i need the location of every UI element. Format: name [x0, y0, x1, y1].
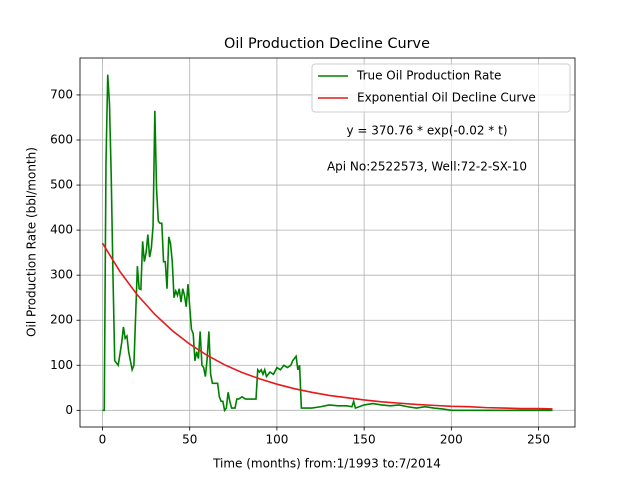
plot-lines: [101, 74, 553, 413]
y-tick-label: 400: [50, 223, 73, 237]
data-line: [101, 242, 553, 410]
plot-frame: [79, 57, 576, 428]
legend-label: True Oil Production Rate: [356, 69, 501, 83]
y-tick-label: 0: [65, 403, 73, 417]
y-tick-label: 600: [50, 133, 73, 147]
y-axis-label: Oil Production Rate (bbl/month): [25, 147, 39, 337]
data-line: [102, 74, 553, 413]
legend-label: Exponential Oil Decline Curve: [357, 91, 536, 105]
x-tick-label: 50: [182, 433, 197, 447]
x-tick-label: 250: [527, 433, 550, 447]
x-axis-label: Time (months) from:1/1993 to:7/2014: [212, 457, 441, 471]
legend-box: [311, 63, 571, 113]
x-tick-label: 100: [265, 433, 288, 447]
y-tick-label: 300: [50, 268, 73, 282]
y-tick-label: 500: [50, 178, 73, 192]
x-tick-label: 0: [99, 433, 107, 447]
y-tick-label: 200: [50, 313, 73, 327]
annotation: Api No:2522573, Well:72-2-SX-10: [327, 160, 527, 174]
y-tick-label: 700: [50, 87, 73, 101]
x-tick-label: 150: [353, 433, 376, 447]
x-tick-label: 200: [440, 433, 463, 447]
chart-title: Oil Production Decline Curve: [224, 36, 430, 52]
annotation: y = 370.76 * exp(-0.02 * t): [346, 124, 507, 138]
y-tick-label: 100: [50, 358, 73, 372]
